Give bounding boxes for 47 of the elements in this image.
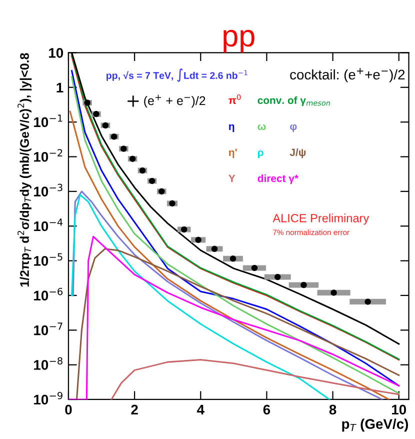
chart-title: pp xyxy=(224,30,254,53)
line-series xyxy=(69,110,390,400)
y-tick-label: 10$^{−1}$ xyxy=(34,114,62,128)
x-tick-label: 0 xyxy=(65,404,72,415)
point xyxy=(195,236,202,244)
point xyxy=(330,290,337,296)
point xyxy=(364,298,371,305)
text: φ xyxy=(290,124,297,132)
x-axis-title: p$_{T}$ (GeV/c) xyxy=(342,418,408,432)
text: π$^{0}$ xyxy=(228,94,241,104)
text: ρ xyxy=(258,150,264,158)
y-tick-label: 10$^{−7}$ xyxy=(34,322,62,336)
point xyxy=(180,226,188,233)
y-tick-label: 10$^{−8}$ xyxy=(34,357,62,370)
text: η xyxy=(228,124,234,132)
text: direct γ* xyxy=(258,174,298,184)
x-tick-label: 2 xyxy=(131,404,138,414)
point xyxy=(169,200,176,207)
text: η' xyxy=(228,148,237,158)
point xyxy=(300,282,307,288)
legend-label: (e$^{+}$ + e$^{−}$)/2 xyxy=(144,94,206,108)
y-tick-label: 10$^{−2}$ xyxy=(34,149,62,162)
text: J/ψ xyxy=(290,148,306,158)
y-tick-label: 10$^{−5}$ xyxy=(34,253,62,266)
annotation: ALICE Preliminary xyxy=(272,214,370,225)
line-series xyxy=(110,358,400,400)
y-tick-label: 10$^{−6}$ xyxy=(34,288,62,301)
point xyxy=(230,256,236,262)
point xyxy=(274,274,281,280)
y-tick-label: 10$^{−9}$ xyxy=(34,392,62,405)
x-tick-label: 6 xyxy=(263,404,270,415)
text: Υ xyxy=(228,174,236,182)
text: 1/2πp$_{T}$ d$^{2}$σ/dp$_{T}$dy (mb/(GeV/c)$^{2}$), |y|<0.8 xyxy=(18,53,32,287)
y-tick-label: 1 xyxy=(56,82,64,92)
y-tick-label: 10$^{−4}$ xyxy=(34,218,63,232)
point xyxy=(251,264,258,272)
x-tick-label: 10 xyxy=(392,404,406,415)
x-tick-label: 4 xyxy=(196,404,204,414)
legend-title: cocktail: (e$^{+}$+e$^{−}$)/2 xyxy=(290,68,405,82)
text: ω xyxy=(258,124,266,130)
x-tick-label: 8 xyxy=(329,404,336,415)
annotation: pp, √s = 7 TeV, ∫Ldt = 2.6 nb$^{−1}$ xyxy=(106,68,248,82)
text: conv. of γ$_{meson}$ xyxy=(258,96,330,106)
line-series xyxy=(72,190,384,400)
y-tick-label: 10 xyxy=(49,48,64,58)
y-tick-label: 10$^{−3}$ xyxy=(34,184,62,196)
point xyxy=(211,246,218,252)
